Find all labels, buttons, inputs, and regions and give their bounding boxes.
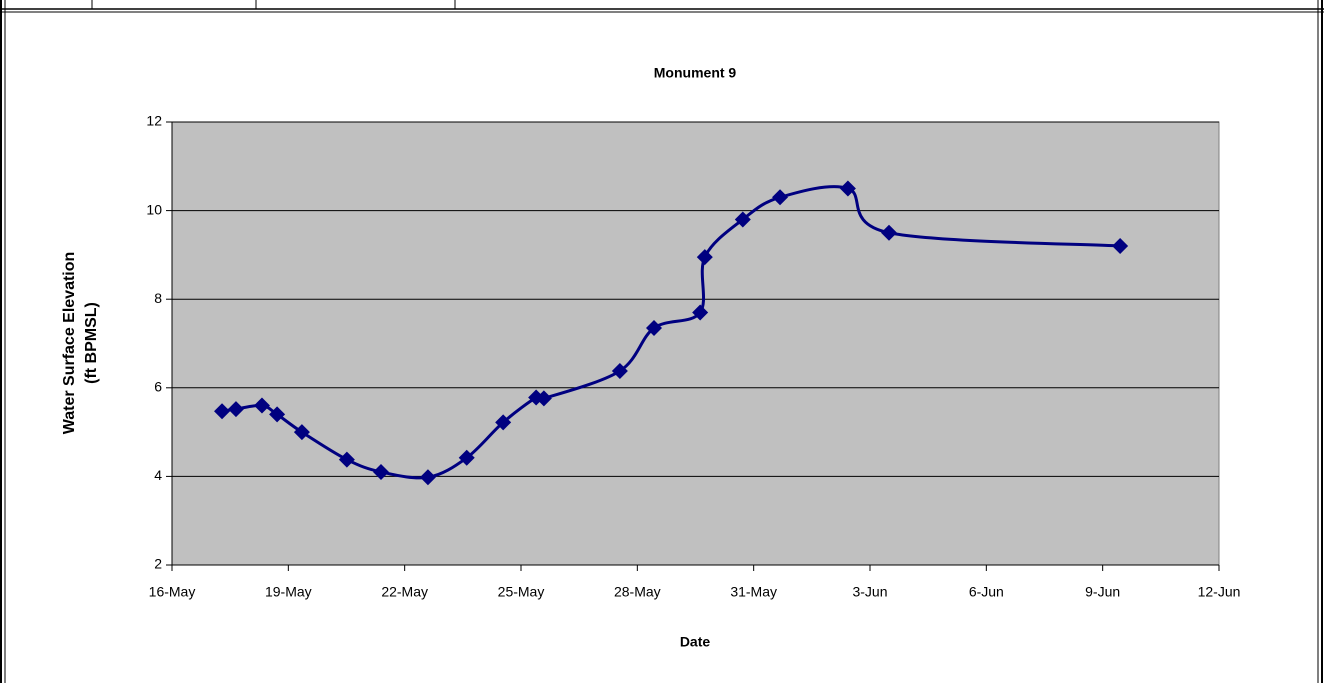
plot-area (171, 121, 1220, 566)
x-tick-label: 16-May (149, 584, 196, 600)
marker (692, 304, 709, 321)
x-tick-label: 3-Jun (852, 584, 887, 600)
marker (338, 451, 355, 468)
marker (772, 189, 789, 206)
x-tick-label: 25-May (498, 584, 545, 600)
marker (696, 249, 713, 266)
marker (881, 224, 898, 241)
x-tick-label: 6-Jun (969, 584, 1004, 600)
marker (495, 414, 512, 431)
x-tick-label: 9-Jun (1085, 584, 1120, 600)
marker (839, 180, 856, 197)
marker (1112, 238, 1129, 255)
y-tick-label: 4 (154, 467, 162, 483)
chart-title: Monument 9 (654, 65, 737, 81)
marker (611, 362, 628, 379)
y-tick-label: 6 (154, 379, 162, 395)
y-tick-label: 10 (146, 201, 162, 217)
marker (227, 401, 244, 418)
marker (214, 403, 231, 420)
marker (269, 406, 286, 423)
y-axis-label: Water Surface Elevation (61, 252, 78, 435)
x-tick-label: 22-May (381, 584, 428, 600)
y-tick-label: 8 (154, 290, 162, 306)
marker (535, 390, 552, 407)
y-axis-label: (ft BPMSL) (83, 302, 100, 384)
x-tick-label: 19-May (265, 584, 312, 600)
x-axis-label: Date (680, 634, 711, 650)
x-tick-label: 31-May (730, 584, 777, 600)
y-tick-label: 12 (146, 113, 162, 129)
marker (373, 463, 390, 480)
marker (419, 469, 436, 486)
marker (734, 211, 751, 228)
marker (646, 319, 663, 336)
x-tick-label: 28-May (614, 584, 661, 600)
marker (458, 449, 475, 466)
marker (293, 424, 310, 441)
x-tick-label: 12-Jun (1198, 584, 1241, 600)
y-tick-label: 2 (154, 556, 162, 572)
marker (253, 397, 270, 414)
